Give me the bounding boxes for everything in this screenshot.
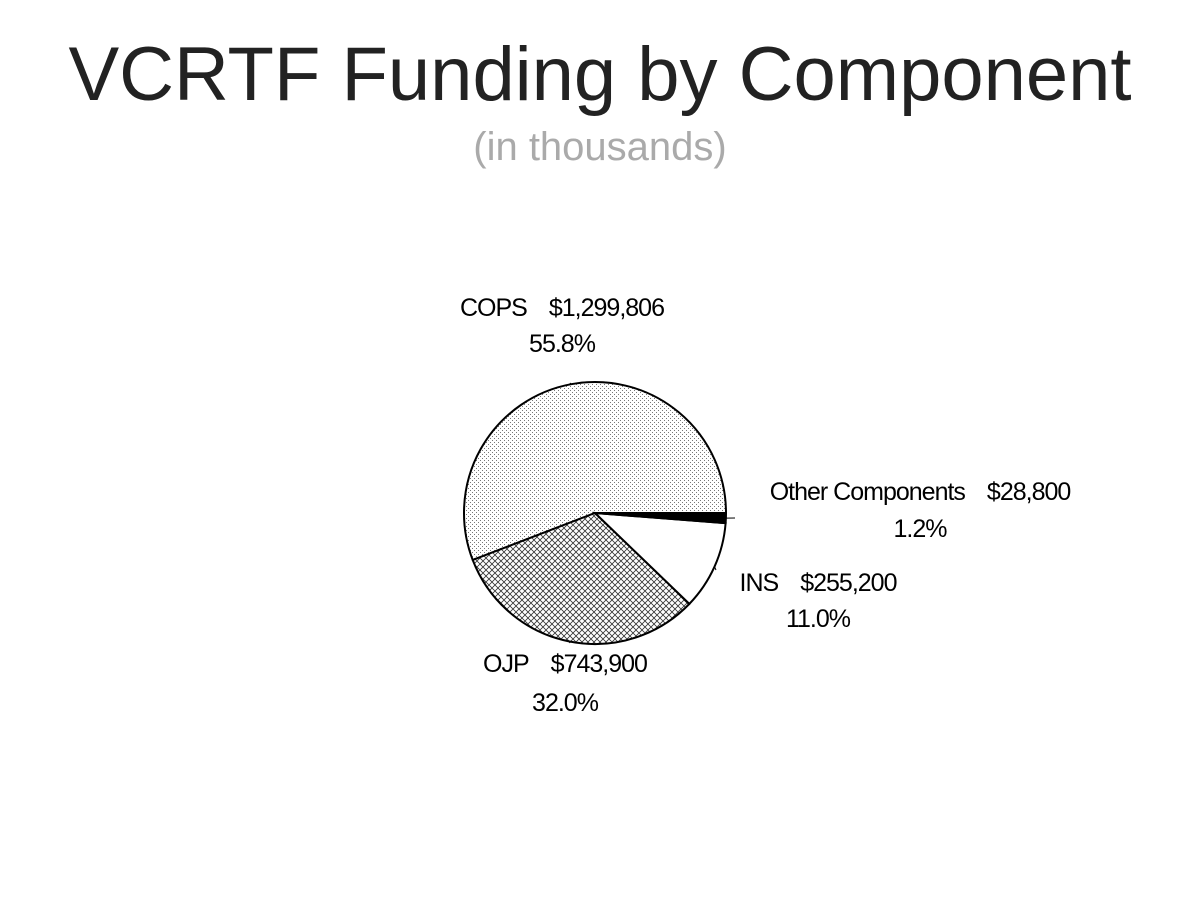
percent-label: 32.0% [532,689,599,717]
percent-label: 11.0% [786,605,851,633]
percent-label: 55.8% [529,330,596,358]
value-label: $28,800 [987,478,1070,506]
slice-label: INS $255,200 [740,569,897,597]
value-label: $743,900 [551,650,647,678]
category-label: INS [740,569,779,597]
leader-line [714,567,716,570]
category-label: Other Components [770,478,966,506]
slice-label: OJP $743,900 [483,650,647,678]
pie: COPS $1,299,806 55.8% OJP $743,900 32.0% INS $2… [460,294,1070,717]
chart-subtitle: (in thousands) [473,125,726,169]
category-label: OJP [483,650,529,678]
value-label: $255,200 [800,569,896,597]
slice-label: COPS $1,299,806 [460,294,664,322]
value-label: $1,299,806 [549,294,664,322]
percent-label: 1.2% [894,515,948,543]
chart-title: VCRTF Funding by Component [68,32,1131,117]
category-label: COPS [460,294,527,322]
slice-label: Other Components $28,800 [770,478,1071,506]
